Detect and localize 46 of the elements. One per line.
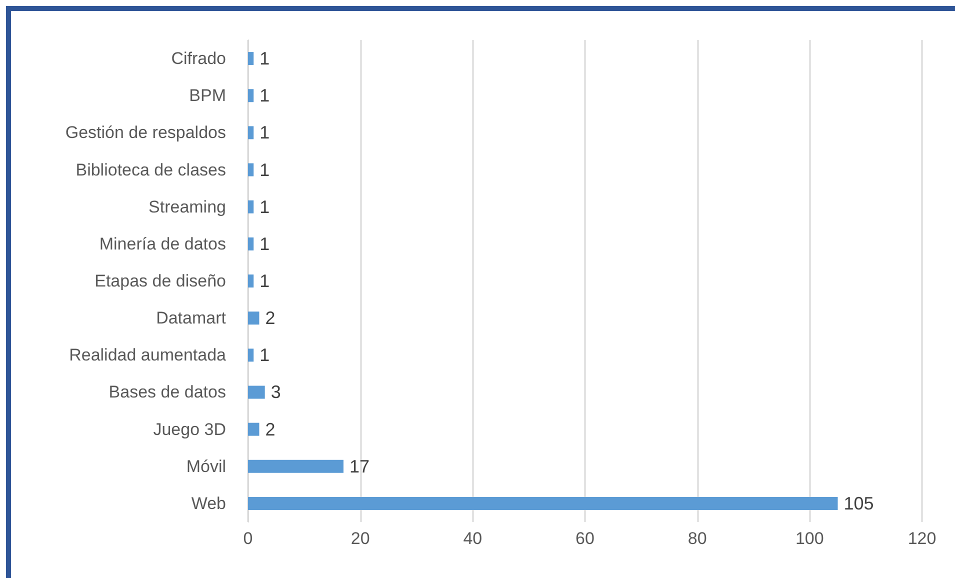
- y-tick-label: Móvil: [186, 456, 226, 476]
- bar: [248, 348, 254, 362]
- data-label: 1: [260, 234, 270, 254]
- bar: [248, 496, 838, 510]
- data-label: 17: [349, 456, 370, 476]
- bar: [248, 460, 344, 473]
- data-label: 1: [260, 48, 270, 69]
- x-tick-label: 80: [688, 529, 707, 548]
- x-tick-label: 20: [350, 529, 370, 548]
- x-tick-label: 0: [243, 529, 253, 548]
- bar: [248, 52, 254, 66]
- bar: [248, 89, 254, 102]
- x-tick-label: 40: [463, 529, 482, 548]
- y-tick-label: Etapas de diseño: [94, 272, 226, 290]
- y-tick-label: Juego 3D: [153, 420, 226, 439]
- y-tick-label: Datamart: [156, 308, 226, 328]
- y-tick-label: BPM: [189, 86, 226, 106]
- x-tick-label: 100: [795, 529, 824, 548]
- bar: [248, 126, 254, 140]
- data-label: 1: [260, 122, 270, 143]
- y-tick-label: Minería de datos: [99, 234, 226, 254]
- y-tick-label: Gestión de respaldos: [65, 123, 226, 142]
- bar: [248, 274, 254, 288]
- data-label: 1: [260, 196, 270, 217]
- data-label: 3: [270, 382, 281, 402]
- data-label: 1: [260, 86, 270, 106]
- bar: [248, 200, 254, 214]
- bar: [248, 386, 265, 399]
- data-label: 2: [265, 419, 276, 440]
- y-tick-label: Bases de datos: [108, 382, 226, 402]
- bar: [248, 237, 254, 250]
- bar: [248, 312, 260, 325]
- data-label: 1: [260, 271, 270, 291]
- data-label: 105: [844, 493, 874, 514]
- bar: [248, 422, 260, 436]
- data-label: 1: [260, 345, 270, 366]
- x-tick-label: 60: [576, 529, 594, 548]
- y-tick-label: Cifrado: [171, 49, 226, 68]
- bar: [248, 163, 254, 176]
- data-label: 1: [260, 160, 270, 180]
- y-tick-label: Realidad aumentada: [69, 346, 227, 365]
- y-tick-label: Streaming: [148, 197, 226, 216]
- data-label: 2: [265, 308, 276, 328]
- y-tick-label: Biblioteca de clases: [76, 160, 226, 180]
- x-tick-label: 120: [908, 529, 936, 548]
- y-tick-label: Web: [191, 494, 226, 513]
